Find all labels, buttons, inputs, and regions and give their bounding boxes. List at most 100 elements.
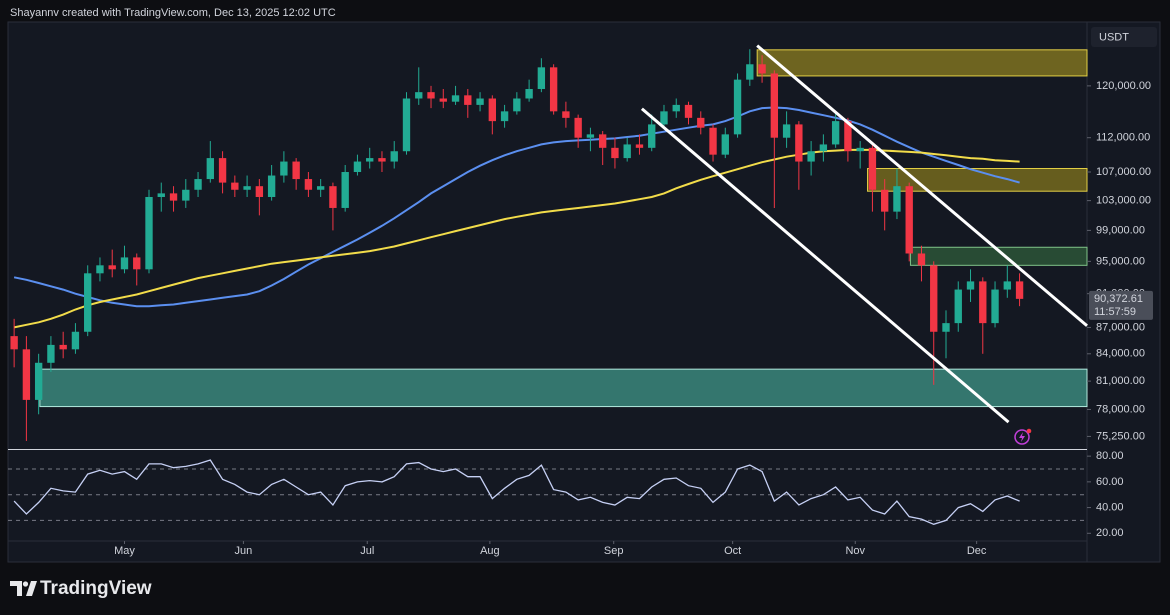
candle-body bbox=[868, 147, 877, 190]
candle-body bbox=[145, 196, 153, 270]
y-tick-label: 75,250.00 bbox=[1096, 430, 1145, 442]
candle-body bbox=[157, 193, 165, 197]
candle-body bbox=[329, 186, 337, 208]
x-tick-label: Aug bbox=[480, 545, 500, 557]
y-tick-label: 80.00 bbox=[1096, 450, 1124, 462]
y-tick-label: 112,000.00 bbox=[1096, 132, 1150, 144]
moving-average bbox=[13, 148, 1020, 329]
candle-body bbox=[231, 182, 239, 190]
chart-panel bbox=[7, 21, 1161, 563]
y-tick-label: 40.00 bbox=[1096, 501, 1124, 513]
y-tick-label: 87,000.00 bbox=[1096, 321, 1145, 333]
candle-body bbox=[525, 89, 533, 99]
candle-body bbox=[341, 172, 349, 208]
zone bbox=[909, 246, 1088, 266]
candle-body bbox=[844, 121, 852, 152]
candle-body bbox=[402, 98, 411, 152]
alert-dot bbox=[1026, 428, 1032, 434]
logo-mark bbox=[26, 581, 37, 596]
candle-body bbox=[22, 349, 31, 400]
candle-body bbox=[34, 362, 43, 400]
candle-body bbox=[782, 124, 791, 138]
y-tick-label: 81,000.00 bbox=[1096, 375, 1145, 387]
candle-body bbox=[733, 79, 742, 135]
last-price-box bbox=[1089, 290, 1153, 320]
candle-body bbox=[182, 189, 190, 201]
candle-body bbox=[635, 144, 644, 148]
x-tick-label: Jul bbox=[360, 545, 374, 557]
candle-body bbox=[133, 257, 141, 270]
candle-body bbox=[451, 95, 460, 102]
y-tick-label: 84,000.00 bbox=[1096, 348, 1145, 360]
candle-body bbox=[267, 175, 276, 197]
y-tick-label: 78,000.00 bbox=[1096, 403, 1145, 415]
y-tick-label: 20.00 bbox=[1096, 527, 1124, 539]
rsi-pane: 80.00 60.00 40.00 20.00 May Jun Jul Aug Sep Oct No… bbox=[8, 450, 1124, 557]
candle-body bbox=[709, 127, 717, 155]
candle-body bbox=[598, 134, 607, 148]
candle-body bbox=[206, 158, 214, 180]
candle-body bbox=[795, 124, 803, 162]
candle-body bbox=[930, 265, 938, 332]
x-tick-label: Jun bbox=[235, 545, 253, 557]
candle-body bbox=[991, 289, 999, 324]
candle-body bbox=[169, 193, 178, 201]
candle-body bbox=[611, 147, 619, 159]
zone bbox=[756, 49, 1088, 77]
candle-body bbox=[292, 161, 300, 180]
candle-body bbox=[59, 344, 67, 350]
footer-brand: TradingView bbox=[40, 578, 152, 599]
channel-line bbox=[756, 44, 1088, 327]
candle-body bbox=[366, 158, 374, 162]
candle-body bbox=[280, 161, 288, 176]
candle-body bbox=[353, 161, 362, 173]
x-tick-label: Nov bbox=[845, 545, 865, 557]
candle-body bbox=[194, 179, 202, 190]
candle-body bbox=[464, 95, 472, 105]
candle-body bbox=[831, 121, 840, 145]
candle-body bbox=[574, 117, 582, 138]
candle-body bbox=[378, 158, 386, 162]
candle-body bbox=[979, 281, 987, 324]
candle-body bbox=[255, 186, 264, 197]
moving-average bbox=[13, 106, 1020, 308]
logo-dot bbox=[22, 581, 29, 587]
candle-body bbox=[586, 134, 595, 138]
candle-body bbox=[427, 92, 435, 99]
x-tick-label: May bbox=[114, 545, 135, 557]
y-tick-label: 120,000.00 bbox=[1096, 80, 1151, 92]
y-tick-label: 95,000.00 bbox=[1096, 255, 1145, 267]
x-tick-label: Oct bbox=[724, 545, 741, 557]
candle-body bbox=[500, 111, 509, 122]
candle-body bbox=[537, 67, 546, 90]
candle-body bbox=[1003, 281, 1011, 290]
axis-label-box bbox=[1091, 27, 1157, 47]
candle-body bbox=[648, 124, 656, 148]
candle-body bbox=[746, 64, 754, 80]
alert-icon bbox=[1014, 428, 1032, 445]
candle-body bbox=[807, 151, 815, 162]
candle-body bbox=[120, 257, 129, 270]
footer-logo: TradingView bbox=[10, 578, 152, 599]
candle-body bbox=[562, 111, 570, 118]
candle-body bbox=[84, 273, 92, 332]
candle-body bbox=[660, 111, 668, 125]
y-tick-label: 60.00 bbox=[1096, 476, 1124, 488]
logo-mark bbox=[10, 581, 22, 596]
y-tick-label: 99,000.00 bbox=[1096, 224, 1145, 236]
candle-body bbox=[954, 289, 962, 324]
candle-body bbox=[623, 144, 631, 159]
y-tick-label: 107,000.00 bbox=[1096, 166, 1151, 178]
rsi-line bbox=[13, 459, 1020, 525]
header-text: Shayannv created with TradingView.com, D… bbox=[10, 7, 336, 19]
candle-body bbox=[966, 281, 975, 290]
x-tick-label: Sep bbox=[604, 545, 624, 557]
alert-circle bbox=[1014, 429, 1030, 445]
channel-line bbox=[640, 107, 1010, 424]
y-tick-label: 103,000.00 bbox=[1096, 195, 1151, 207]
axis-label: USDT bbox=[1099, 31, 1129, 43]
candle-body bbox=[819, 144, 828, 152]
candle-body bbox=[856, 147, 864, 152]
